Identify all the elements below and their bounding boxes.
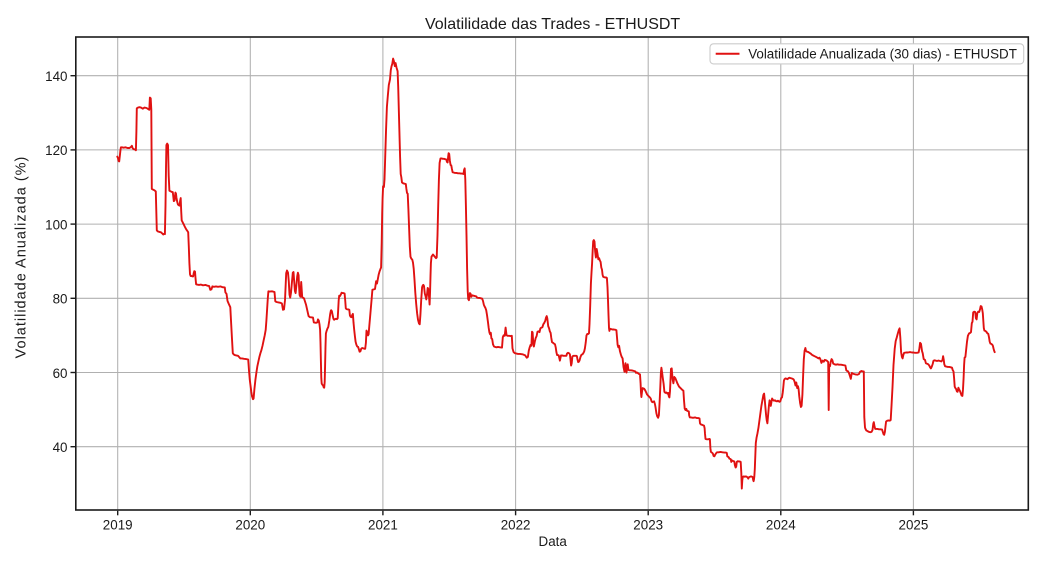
svg-text:2023: 2023	[633, 517, 663, 532]
svg-text:140: 140	[45, 69, 67, 84]
svg-text:2021: 2021	[368, 517, 398, 532]
svg-text:2025: 2025	[899, 517, 929, 532]
svg-text:100: 100	[45, 217, 67, 232]
svg-text:Data: Data	[539, 534, 568, 549]
svg-text:2022: 2022	[501, 517, 531, 532]
svg-text:60: 60	[53, 366, 68, 381]
svg-text:2024: 2024	[766, 517, 796, 532]
svg-text:80: 80	[53, 292, 68, 307]
svg-text:Volatilidade das Trades - ETHU: Volatilidade das Trades - ETHUSDT	[425, 16, 680, 33]
svg-text:120: 120	[45, 143, 67, 158]
svg-text:Volatilidade Anualizada (%): Volatilidade Anualizada (%)	[14, 156, 30, 359]
svg-text:40: 40	[53, 440, 68, 455]
svg-text:2019: 2019	[103, 517, 133, 532]
svg-text:Volatilidade Anualizada (30 di: Volatilidade Anualizada (30 dias) - ETHU…	[748, 46, 1017, 61]
svg-text:2020: 2020	[235, 517, 265, 532]
